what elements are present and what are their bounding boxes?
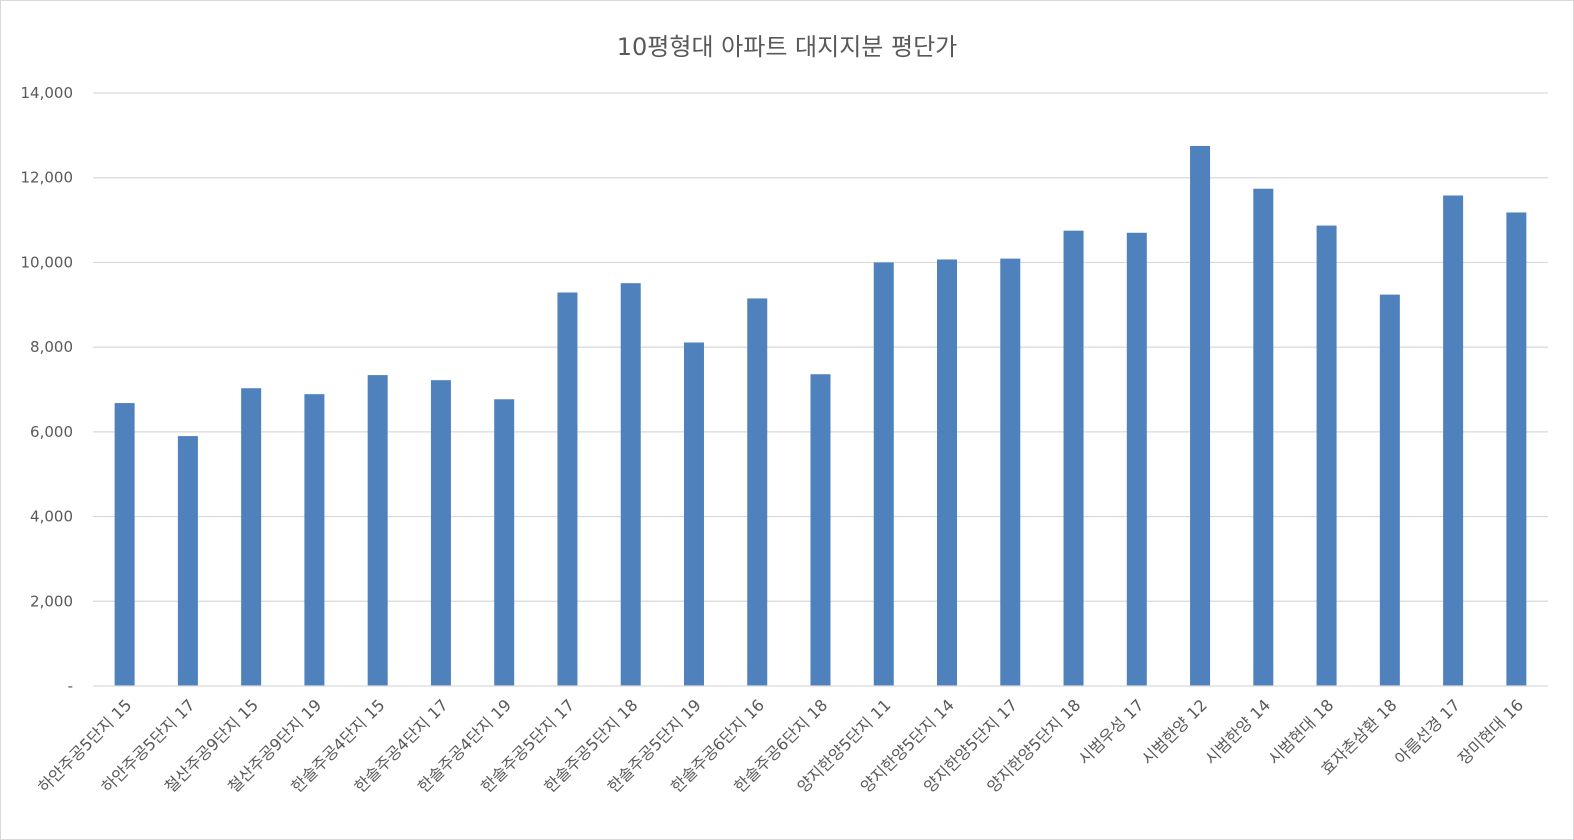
bar — [1379, 294, 1400, 686]
bar — [1443, 195, 1464, 687]
bar — [367, 375, 388, 686]
y-tick-label: 4,000 — [30, 508, 73, 526]
bar — [1506, 212, 1527, 686]
bar — [304, 394, 325, 686]
bar — [1190, 145, 1211, 687]
bar — [1126, 232, 1147, 686]
bar — [1253, 188, 1274, 686]
chart-title: 10평형대 아파트 대지지분 평단가 — [616, 33, 958, 61]
y-tick-label: 8,000 — [30, 338, 73, 356]
x-category-label: 아름선경 17 — [1391, 695, 1464, 768]
x-category-label: 장미현대 16 — [1454, 695, 1527, 768]
bar — [683, 342, 704, 686]
bars — [114, 145, 1527, 687]
bar — [747, 298, 768, 686]
bar — [873, 262, 894, 686]
bar — [494, 399, 515, 686]
x-category-label: 시범한양 14 — [1201, 695, 1274, 768]
bar — [241, 388, 262, 686]
bar — [114, 403, 135, 686]
bar — [1316, 225, 1337, 686]
bar — [937, 259, 958, 686]
bar — [620, 283, 641, 686]
y-tick-label: 10,000 — [21, 253, 74, 271]
bar — [1063, 230, 1084, 687]
x-category-label: 시범우성 17 — [1075, 695, 1148, 768]
bar — [557, 292, 578, 686]
y-tick-label: 2,000 — [30, 592, 73, 610]
y-tick-label: 14,000 — [21, 84, 74, 102]
bar — [1000, 258, 1021, 686]
y-tick-label: 6,000 — [30, 423, 73, 441]
x-category-label: 시범한양 12 — [1138, 695, 1211, 768]
bar — [430, 380, 451, 686]
bar — [177, 436, 198, 686]
y-tick-label: - — [68, 677, 73, 695]
bar — [810, 374, 831, 686]
y-axis-tick-labels: - 2,000 4,000 6,000 8,000 10,000 12,000 14,000 — [21, 84, 74, 695]
y-tick-label: 12,000 — [21, 169, 74, 187]
